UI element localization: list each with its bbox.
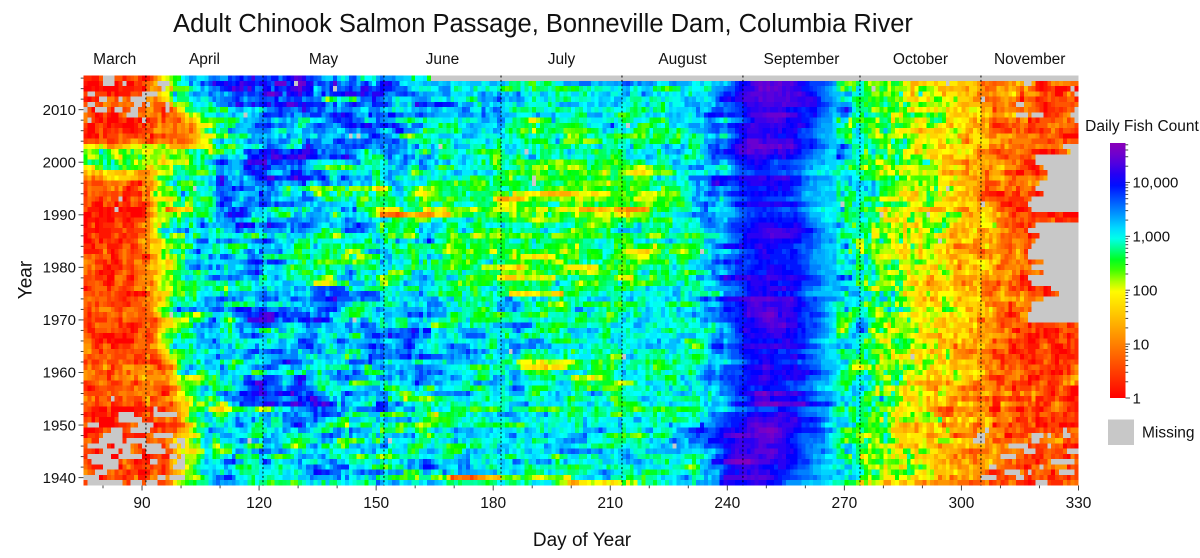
svg-text:120: 120 — [246, 495, 272, 512]
svg-text:1: 1 — [1133, 390, 1141, 407]
svg-text:Daily Fish Count: Daily Fish Count — [1085, 118, 1199, 135]
svg-text:November: November — [994, 51, 1066, 68]
svg-text:Day of Year: Day of Year — [533, 530, 632, 551]
svg-text:90: 90 — [133, 495, 151, 512]
svg-text:2000: 2000 — [43, 154, 76, 171]
svg-text:10: 10 — [1133, 336, 1150, 353]
svg-text:June: June — [426, 51, 460, 68]
svg-text:July: July — [548, 51, 576, 68]
svg-text:1980: 1980 — [43, 260, 76, 277]
svg-text:300: 300 — [949, 495, 975, 512]
svg-text:1,000: 1,000 — [1133, 229, 1171, 246]
svg-text:August: August — [658, 51, 707, 68]
svg-text:September: September — [764, 51, 840, 68]
svg-text:240: 240 — [714, 495, 740, 512]
svg-text:180: 180 — [480, 495, 506, 512]
svg-text:150: 150 — [363, 495, 389, 512]
svg-text:Missing: Missing — [1142, 425, 1195, 442]
svg-text:April: April — [189, 51, 220, 68]
svg-text:Adult Chinook Salmon Passage,: Adult Chinook Salmon Passage, Bonneville… — [173, 10, 913, 38]
svg-text:1950: 1950 — [43, 417, 76, 434]
svg-text:Year: Year — [16, 260, 37, 299]
svg-text:270: 270 — [831, 495, 857, 512]
svg-text:1960: 1960 — [43, 365, 76, 382]
svg-text:October: October — [893, 51, 948, 68]
svg-text:330: 330 — [1066, 495, 1092, 512]
svg-text:210: 210 — [597, 495, 623, 512]
svg-text:March: March — [93, 51, 136, 68]
svg-text:1990: 1990 — [43, 207, 76, 224]
svg-text:2010: 2010 — [43, 102, 76, 119]
svg-text:1940: 1940 — [43, 470, 76, 487]
svg-text:1970: 1970 — [43, 312, 76, 329]
svg-text:100: 100 — [1133, 283, 1158, 300]
svg-text:10,000: 10,000 — [1133, 175, 1179, 192]
svg-text:May: May — [309, 51, 339, 68]
